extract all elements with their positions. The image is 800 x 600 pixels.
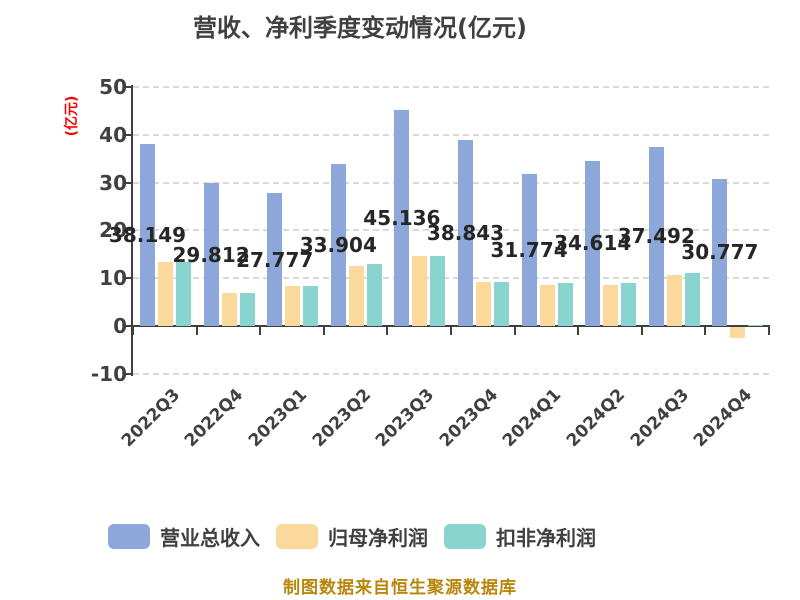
bar-扣非净利润-2022Q4 [239,293,255,326]
deducted-profit-swatch-icon [444,524,486,549]
x-tick-5 [450,326,452,335]
bar-扣非净利润-2024Q3 [684,273,700,326]
x-tick-10 [768,326,770,335]
bar-扣非净利润-2024Q1 [557,283,573,326]
x-tick-6 [513,326,516,335]
value-label-2023Q3: 45.136 [363,206,441,231]
bar-扣非净利润-2022Q3 [176,261,191,326]
gridline-50 [133,86,769,88]
bar-营业总收入-2024Q1 [521,174,537,326]
y-tick-label-50: 50 [99,75,127,99]
bar-归母净利润-2024Q3 [666,275,682,326]
revenue-swatch-icon [108,524,150,549]
bar-营业总收入-2023Q1 [267,193,283,326]
bar-营业总收入-2022Q3 [140,143,155,326]
bar-归母净利润-2024Q2 [603,285,619,326]
x-tick-2 [259,326,262,335]
bar-营业总收入-2023Q4 [458,140,473,326]
x-tick-3 [322,326,325,335]
y-tick-label-0: 0 [113,314,127,338]
value-label-2023Q4: 38.843 [426,221,505,246]
data-source-caption: 制图数据来自恒生聚源数据库 [283,578,517,598]
value-label-2022Q4: 29.812 [172,242,250,267]
bar-归母净利润-2024Q1 [539,285,555,326]
bar-营业总收入-2024Q4 [712,178,728,326]
y-tick-20 [126,229,133,232]
x-tick-7 [577,326,580,335]
y-tick-40 [126,133,133,136]
value-label-2023Q2: 33.904 [299,232,377,257]
bar-归母净利润-2022Q4 [221,293,237,326]
y-tick-label-10: 10 [99,266,127,291]
bar-归母净利润-2023Q4 [476,281,491,326]
value-label-2024Q3: 37.492 [617,224,695,249]
bar-归母净利润-2023Q2 [348,266,364,326]
legend-label-revenue: 营业总收入 [160,526,260,550]
x-tick-1 [195,326,198,335]
y-tick-10 [126,277,133,280]
x-tick-0 [132,326,134,335]
legend-item-revenue: 营业总收入 [108,522,260,551]
bar-营业总收入-2024Q3 [648,146,664,326]
y-tick-label-40: 40 [99,122,127,147]
y-tick-50 [126,86,133,88]
y-tick-label--10: -10 [90,361,127,386]
bar-扣非净利润-2023Q1 [303,285,319,326]
bar-营业总收入-2022Q4 [203,183,219,326]
legend-label-net-profit: 归母净利润 [328,526,428,550]
bar-扣非净利润-2023Q3 [430,255,446,326]
y-tick--10 [126,372,133,375]
legend-item-net-profit: 归母净利润 [276,522,428,551]
value-label-2024Q4: 30.777 [681,240,759,265]
value-label-2022Q3: 38.149 [108,222,187,247]
bar-营业总收入-2023Q3 [394,110,410,326]
net-profit-swatch-icon [276,524,318,549]
gridline-40 [133,133,769,136]
bar-归母净利润-2023Q3 [412,255,428,326]
bar-归母净利润-2023Q1 [285,285,301,326]
legend: 营业总收入 归母净利润 扣非净利润 [108,522,612,551]
bar-归母净利润-2024Q4 [730,327,746,338]
x-tick-4 [386,326,389,335]
gridline--10 [133,372,769,375]
bar-扣非净利润-2024Q4 [748,325,764,326]
value-label-2024Q2: 34.614 [554,231,632,256]
gridline-30 [133,181,769,184]
value-label-2024Q1: 31.774 [490,238,568,263]
value-label-2023Q1: 27.777 [236,247,314,272]
chart-title: 营收、净利季度变动情况(亿元) [193,14,527,42]
x-tick-8 [640,326,643,335]
gridline-10 [133,277,769,280]
x-tick-9 [704,326,707,335]
bar-归母净利润-2022Q3 [158,262,173,326]
y-tick-0 [126,325,133,327]
bar-营业总收入-2024Q2 [585,160,601,326]
y-tick-label-30: 30 [99,170,127,195]
y-tick-30 [126,181,133,184]
bar-营业总收入-2023Q2 [330,163,346,326]
y-axis-line [131,85,133,376]
bar-扣非净利润-2024Q2 [621,282,637,326]
bar-扣非净利润-2023Q2 [366,263,382,326]
legend-label-deducted-profit: 扣非净利润 [496,526,596,550]
gridline-20 [133,229,769,232]
y-tick-label-20: 20 [99,218,127,243]
legend-item-deducted-profit: 扣非净利润 [444,522,596,551]
bar-扣非净利润-2023Q4 [494,282,509,326]
